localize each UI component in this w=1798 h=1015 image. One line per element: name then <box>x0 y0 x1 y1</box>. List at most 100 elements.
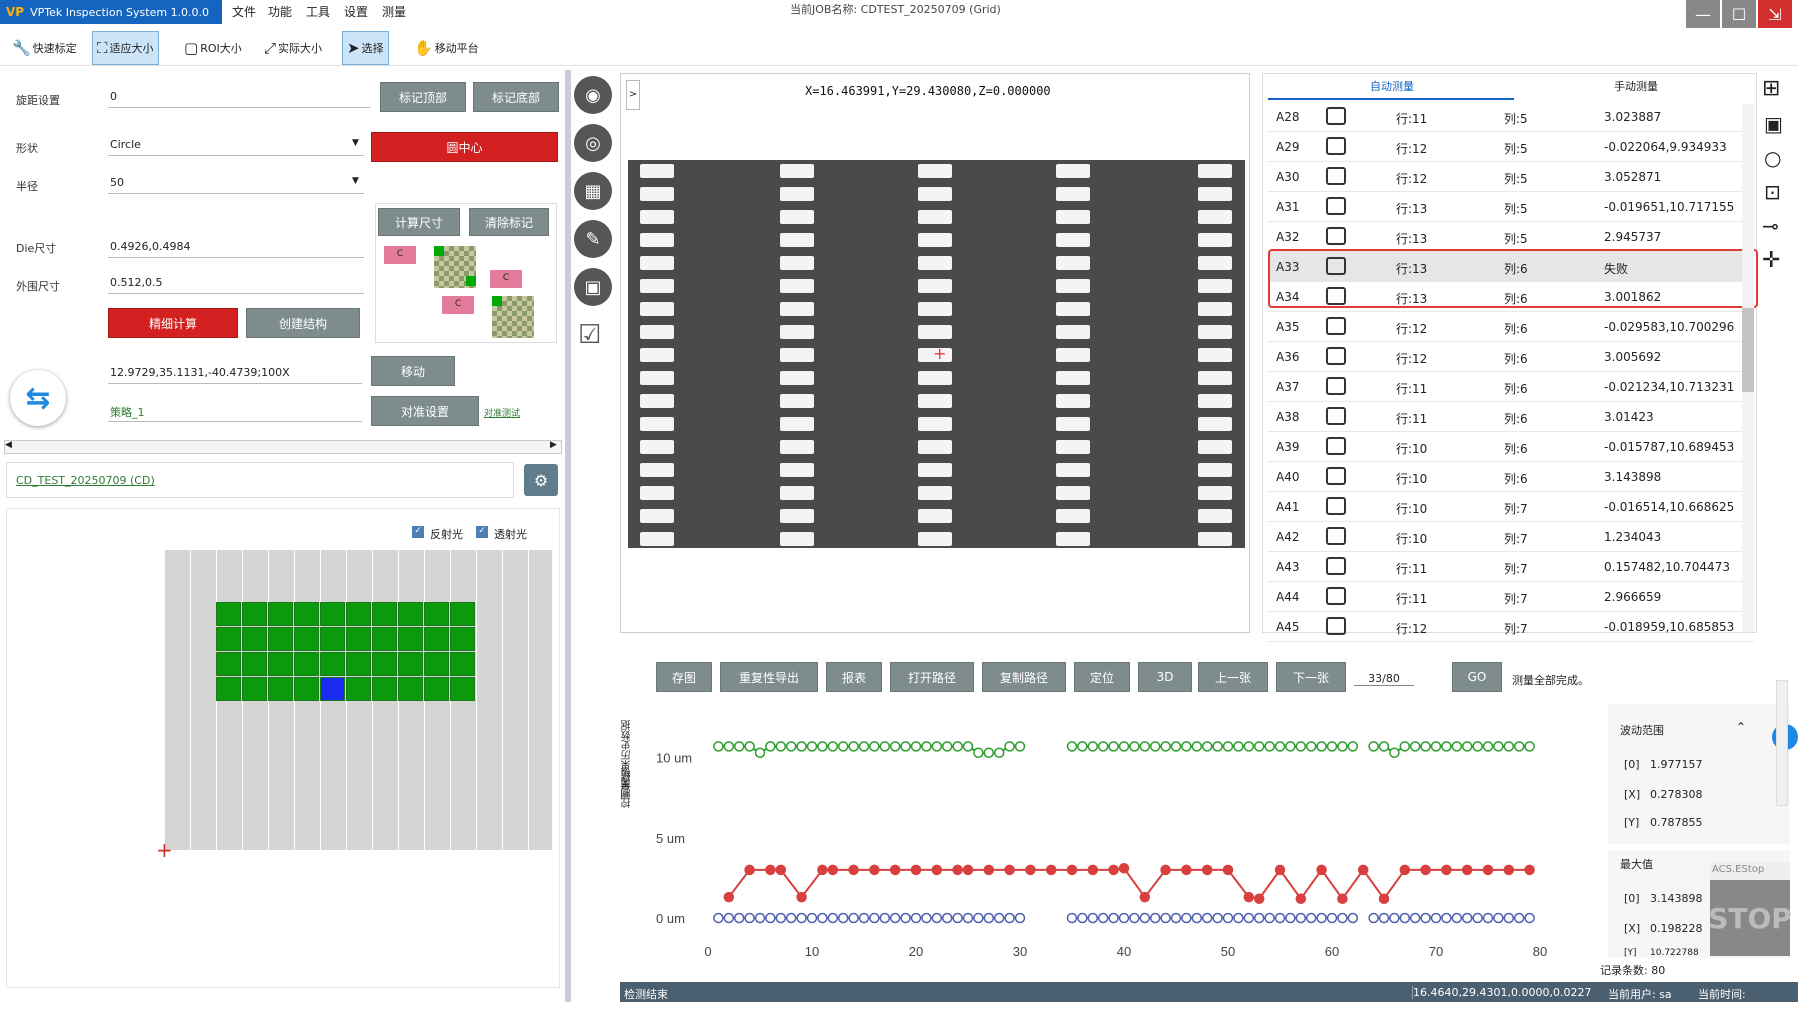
die-cell[interactable] <box>398 652 423 676</box>
exit-button[interactable]: ⇲ <box>1758 0 1792 28</box>
table-row[interactable]: A38 行:11 列:6 3.01423 <box>1268 402 1754 432</box>
die-cell[interactable] <box>424 627 449 651</box>
move-stage-button[interactable]: ✋ 移动平台 <box>410 31 483 65</box>
grid-view-icon[interactable]: ⊞ <box>1762 76 1781 101</box>
refresh-settings-icon[interactable]: ⚙ <box>524 464 558 496</box>
stats-scrollbar[interactable] <box>1776 680 1788 806</box>
line-tool-icon[interactable]: ⊸ <box>1762 214 1779 238</box>
table-row[interactable]: A33 行:13 列:6 失败 <box>1268 252 1754 282</box>
table-row[interactable]: A39 行:10 列:6 -0.015787,10.689453 <box>1268 432 1754 462</box>
collapse-icon[interactable]: ⌃ <box>1736 720 1747 734</box>
die-size-input[interactable]: 0.4926,0.4984 <box>108 236 364 258</box>
die-cell[interactable] <box>294 652 319 676</box>
die-cell[interactable] <box>398 677 423 701</box>
table-row[interactable]: A31 行:13 列:5 -0.019651,10.717155 <box>1268 192 1754 222</box>
table-row[interactable]: A42 行:10 列:7 1.234043 <box>1268 522 1754 552</box>
transmit-checkbox[interactable]: ✓ <box>476 526 488 538</box>
image-icon[interactable]: ▣ <box>574 268 612 306</box>
die-cell[interactable] <box>398 602 423 626</box>
clear-mark-button[interactable]: 清除标记 <box>469 208 549 236</box>
roi-square-icon[interactable]: ▣ <box>1764 112 1783 136</box>
report-button[interactable]: 报表 <box>826 662 882 692</box>
die-cell[interactable] <box>320 602 345 626</box>
measure-tool-icon[interactable]: ✎ <box>574 220 612 258</box>
die-cell[interactable] <box>450 627 475 651</box>
die-cell[interactable] <box>320 677 345 701</box>
outer-size-input[interactable]: 0.512,0.5 <box>108 272 364 294</box>
die-cell[interactable] <box>294 677 319 701</box>
table-row[interactable]: A28 行:11 列:5 3.023887 <box>1268 102 1754 132</box>
align-settings-button[interactable]: 对准设置 <box>371 396 479 426</box>
die-cell[interactable] <box>398 627 423 651</box>
previous-button[interactable]: 上一张 <box>1198 662 1268 692</box>
die-cell[interactable] <box>216 627 241 651</box>
horizontal-scrollbar[interactable] <box>4 440 562 454</box>
die-cell[interactable] <box>424 602 449 626</box>
die-cell[interactable] <box>294 627 319 651</box>
table-row[interactable]: A41 行:10 列:7 -0.016514,10.668625 <box>1268 492 1754 522</box>
mark-bottom-button[interactable]: 标记底部 <box>473 82 559 112</box>
roi-size-button[interactable]: ▢ ROI大小 <box>180 31 246 65</box>
circle-tool-icon[interactable]: ○ <box>1764 146 1782 170</box>
grid-icon[interactable]: ▦ <box>574 172 612 210</box>
die-cell[interactable] <box>320 652 345 676</box>
die-cell[interactable] <box>216 602 241 626</box>
die-cell[interactable] <box>372 602 397 626</box>
page-indicator[interactable]: 33/80 <box>1354 672 1414 686</box>
save-image-button[interactable]: 存图 <box>656 662 712 692</box>
die-cell[interactable] <box>268 652 293 676</box>
die-cell[interactable] <box>216 652 241 676</box>
die-cell[interactable] <box>372 652 397 676</box>
quick-calibrate-button[interactable]: 🔧 快速标定 <box>8 31 81 65</box>
splitter[interactable] <box>565 70 571 1002</box>
calc-size-button[interactable]: 计算尺寸 <box>378 208 460 236</box>
scroll-left-icon[interactable]: ◀ <box>5 440 12 450</box>
die-cell[interactable] <box>450 677 475 701</box>
camera-icon[interactable]: ◉ <box>574 76 612 114</box>
die-cell[interactable] <box>372 677 397 701</box>
die-cell[interactable] <box>216 677 241 701</box>
circle-center-button[interactable]: 圆中心 <box>371 132 558 162</box>
table-row[interactable]: A29 行:12 列:5 -0.022064,9.934933 <box>1268 132 1754 162</box>
table-row[interactable]: A30 行:12 列:5 3.052871 <box>1268 162 1754 192</box>
table-row[interactable]: A40 行:10 列:6 3.143898 <box>1268 462 1754 492</box>
expand-button[interactable]: > <box>626 80 640 110</box>
menu-function[interactable]: 功能 <box>268 5 293 19</box>
teamviewer-icon[interactable]: ⇆ <box>10 370 66 426</box>
die-cell[interactable] <box>346 652 371 676</box>
actual-size-button[interactable]: ⤢ 实际大小 <box>260 31 326 65</box>
table-row[interactable]: A37 行:11 列:6 -0.021234,10.713231 <box>1268 372 1754 402</box>
job-link[interactable]: CD_TEST_20250709 (CD) <box>16 474 155 487</box>
estop-button[interactable]: STOP <box>1708 880 1792 956</box>
radius-select[interactable]: 50 <box>108 172 364 194</box>
die-cell[interactable] <box>242 677 267 701</box>
table-row[interactable]: A43 行:11 列:7 0.157482,10.704473 <box>1268 552 1754 582</box>
minimize-button[interactable]: — <box>1686 0 1720 28</box>
die-cell[interactable] <box>424 677 449 701</box>
shape-select[interactable]: Circle <box>108 134 364 156</box>
position-input[interactable]: 12.9729,35.1131,-40.4739;100X <box>108 362 362 384</box>
die-cell[interactable] <box>294 602 319 626</box>
menu-measure[interactable]: 测量 <box>382 5 407 19</box>
die-cell[interactable] <box>424 652 449 676</box>
menu-tools[interactable]: 工具 <box>306 5 331 19</box>
menu-settings[interactable]: 设置 <box>344 5 369 19</box>
table-row[interactable]: A36 行:12 列:6 3.005692 <box>1268 342 1754 372</box>
cross-tool-icon[interactable]: ✛ <box>1762 248 1781 273</box>
maximize-button[interactable]: ☐ <box>1722 0 1756 28</box>
copy-path-button[interactable]: 复制路径 <box>982 662 1066 692</box>
scroll-thumb[interactable] <box>1742 308 1754 392</box>
reflect-checkbox[interactable]: ✓ <box>412 526 424 538</box>
die-cell[interactable] <box>268 602 293 626</box>
create-structure-button[interactable]: 创建结构 <box>246 308 360 338</box>
table-row[interactable]: A35 行:12 列:6 -0.029583,10.700296 <box>1268 312 1754 342</box>
die-cell[interactable] <box>372 627 397 651</box>
repeat-export-button[interactable]: 重复性导出 <box>720 662 818 692</box>
tab-auto-measure[interactable]: 自动测量 <box>1370 80 1414 93</box>
open-path-button[interactable]: 打开路径 <box>890 662 974 692</box>
scroll-right-icon[interactable]: ▶ <box>550 440 557 450</box>
die-cell[interactable] <box>242 652 267 676</box>
menu-file[interactable]: 文件 <box>232 5 257 19</box>
die-cell[interactable] <box>346 602 371 626</box>
align-test-link[interactable]: 对准测试 <box>484 409 521 419</box>
